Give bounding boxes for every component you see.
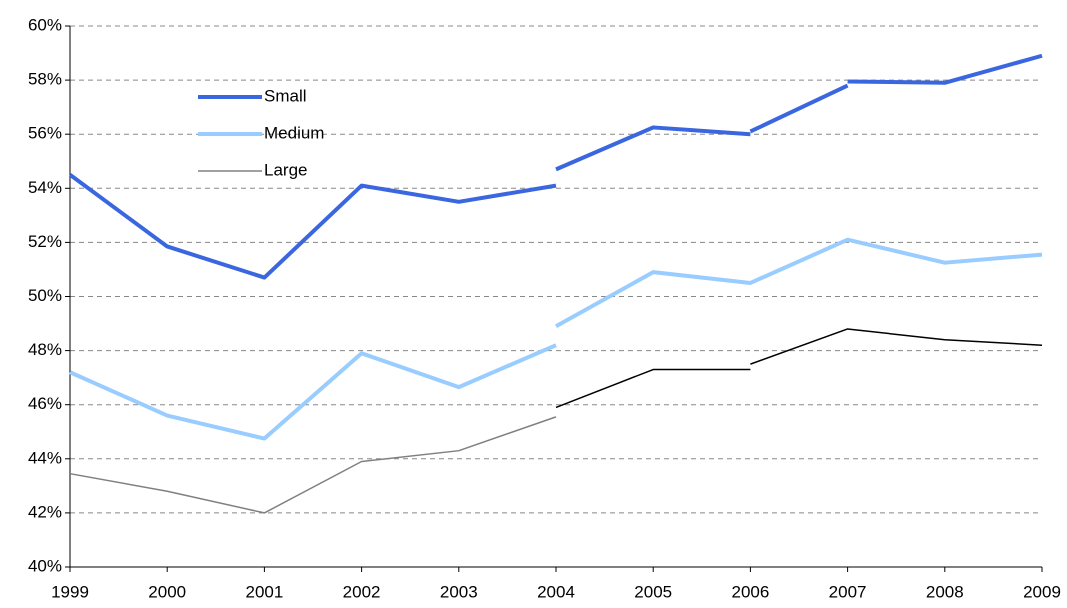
series-line [555,368,751,409]
legend-label: Large [264,160,307,179]
series-line [555,125,751,172]
x-tick-label: 2004 [537,582,575,601]
x-tick-label: 2009 [1023,582,1061,601]
y-tick-label: 46% [28,394,62,413]
series-line [68,173,557,280]
series-line [69,416,557,514]
y-tick-label: 48% [28,340,62,359]
x-tick-label: 2006 [731,582,769,601]
y-tick-label: 52% [28,232,62,251]
x-tick-label: 1999 [51,582,89,601]
y-tick-label: 58% [28,70,62,89]
series-line [750,328,1043,365]
y-tick-label: 50% [28,286,62,305]
x-tick-label: 2000 [148,582,186,601]
y-tick-label: 54% [28,178,62,197]
x-tick-label: 2007 [829,582,867,601]
x-tick-label: 2002 [343,582,381,601]
x-tick-label: 2005 [634,582,672,601]
y-tick-label: 56% [28,124,62,143]
x-tick-label: 2003 [440,582,478,601]
series-line [555,237,1043,329]
series-line [847,53,1043,85]
y-tick-label: 42% [28,502,62,521]
y-tick-label: 44% [28,448,62,467]
x-tick-label: 2008 [926,582,964,601]
series-line [749,83,849,134]
series-line [69,343,557,441]
y-tick-label: 40% [28,556,62,575]
y-tick-label: 60% [28,15,62,34]
legend-label: Small [264,86,307,105]
x-tick-label: 2001 [245,582,283,601]
legend-label: Medium [264,123,324,142]
